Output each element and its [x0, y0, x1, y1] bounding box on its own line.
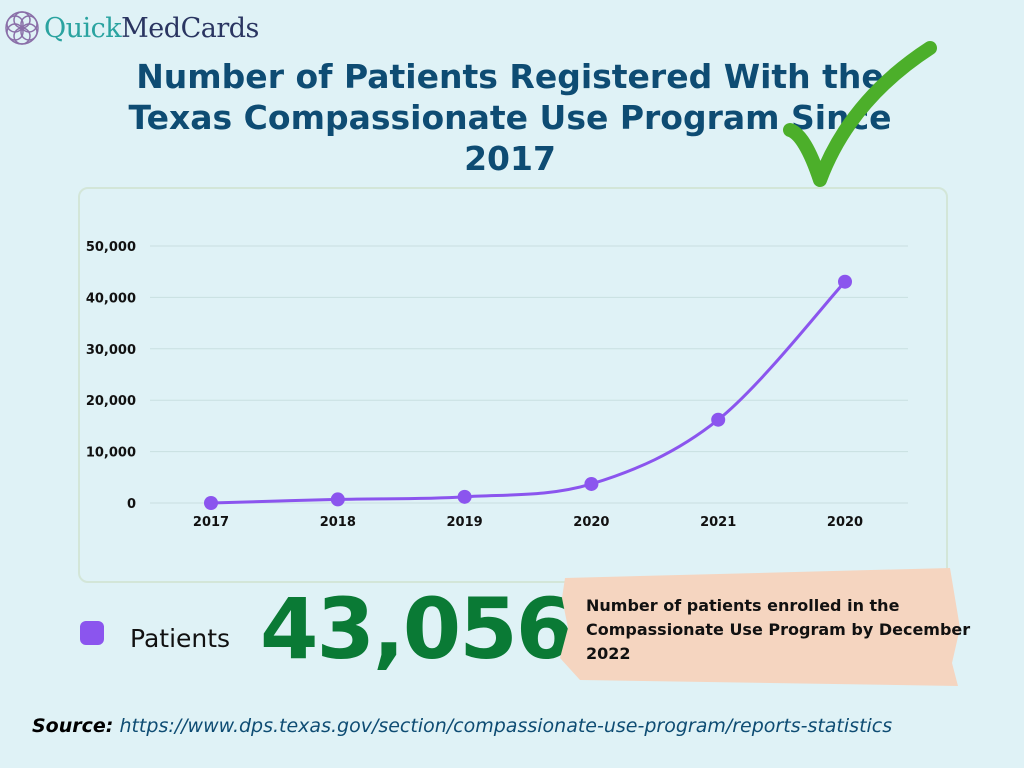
y-tick-label: 50,000 — [86, 240, 136, 255]
y-tick-label: 20,000 — [86, 394, 136, 409]
y-tick-label: 0 — [127, 497, 136, 512]
legend-label: Patients — [130, 624, 231, 653]
x-tick-label: 2020 — [573, 515, 609, 530]
source-link[interactable]: https://www.dps.texas.gov/section/compas… — [119, 715, 893, 737]
source-label: Source: — [32, 715, 114, 737]
data-point — [711, 412, 726, 427]
data-point — [330, 492, 345, 507]
brand-name: QuickMedCards — [44, 13, 259, 44]
source-line: Source: https://www.dps.texas.gov/sectio… — [32, 715, 892, 737]
brand-logo: QuickMedCards — [4, 10, 259, 46]
x-tick-label: 2019 — [447, 515, 483, 530]
data-point — [838, 274, 852, 289]
flower-of-life-icon — [5, 11, 39, 45]
x-tick-label: 2018 — [320, 515, 356, 530]
x-tick-label: 2020 — [827, 515, 863, 530]
x-tick-label: 2017 — [193, 515, 229, 530]
data-point — [204, 496, 218, 510]
highlight-number: 43,056 — [260, 580, 574, 678]
data-point — [584, 476, 599, 491]
brand-part1: Quick — [44, 12, 122, 44]
series-line — [210, 280, 847, 505]
y-tick-label: 10,000 — [86, 446, 136, 461]
brush-stroke-background — [560, 568, 960, 686]
data-point — [457, 489, 472, 504]
y-tick-label: 30,000 — [86, 343, 136, 358]
x-tick-label: 2021 — [700, 515, 736, 530]
legend: Patients — [80, 612, 230, 653]
checkmark-icon — [783, 41, 937, 187]
y-tick-label: 40,000 — [86, 291, 136, 306]
brand-part2: MedCards — [121, 12, 259, 44]
legend-swatch — [80, 620, 104, 645]
highlight-note: Number of patients enrolled in the Compa… — [586, 596, 971, 663]
chart-area — [78, 187, 948, 583]
chart-title: Number of Patients Registered With the T… — [128, 57, 892, 178]
